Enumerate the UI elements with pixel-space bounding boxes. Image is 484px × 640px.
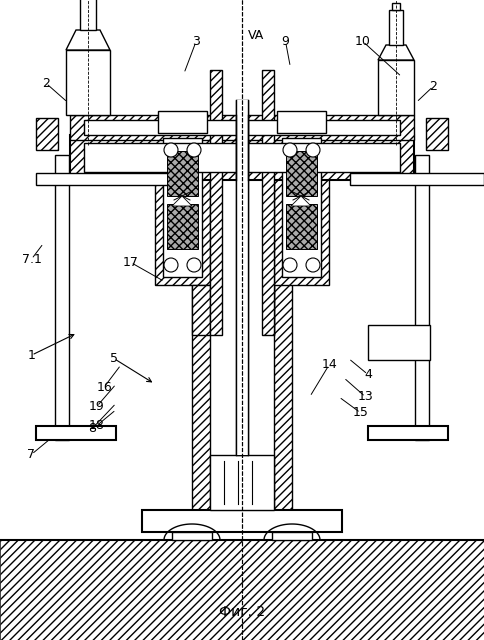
Bar — [426, 118, 448, 150]
Bar — [70, 135, 414, 180]
Circle shape — [283, 258, 297, 272]
Bar — [392, 3, 400, 10]
Bar — [36, 426, 116, 440]
Text: 19: 19 — [89, 400, 105, 413]
Text: 2: 2 — [429, 80, 437, 93]
Circle shape — [164, 143, 178, 157]
Bar — [274, 200, 292, 510]
Bar — [192, 285, 210, 335]
Text: 2: 2 — [42, 77, 50, 90]
Bar — [210, 70, 222, 335]
Bar — [210, 455, 274, 510]
Bar — [36, 118, 58, 150]
Bar — [282, 138, 321, 277]
Circle shape — [164, 258, 178, 272]
Bar — [84, 143, 400, 172]
Circle shape — [187, 258, 201, 272]
Text: 9: 9 — [282, 35, 289, 48]
Polygon shape — [172, 196, 192, 206]
Bar — [415, 155, 429, 440]
Text: 14: 14 — [321, 358, 337, 371]
Text: 15: 15 — [353, 406, 368, 419]
Circle shape — [187, 143, 201, 157]
Polygon shape — [291, 196, 311, 206]
Bar — [36, 173, 170, 185]
Bar — [84, 120, 400, 135]
Text: 16: 16 — [96, 381, 112, 394]
Polygon shape — [378, 45, 414, 60]
Text: 13: 13 — [358, 390, 373, 403]
Bar — [66, 50, 110, 115]
Bar — [155, 130, 210, 285]
Bar — [0, 540, 484, 640]
Text: 5: 5 — [110, 352, 118, 365]
Bar — [163, 138, 202, 277]
Polygon shape — [66, 30, 110, 50]
Text: 1: 1 — [28, 349, 35, 362]
Bar — [236, 100, 248, 455]
Text: 3: 3 — [192, 35, 200, 48]
Text: 18: 18 — [89, 419, 105, 432]
Text: 4: 4 — [364, 368, 372, 381]
Bar — [286, 204, 317, 249]
Text: 10: 10 — [355, 35, 371, 48]
Bar — [55, 155, 69, 440]
Bar — [350, 173, 484, 185]
Bar — [378, 60, 414, 115]
Bar — [172, 532, 212, 540]
Bar — [277, 111, 326, 133]
Bar — [262, 70, 274, 335]
Bar — [70, 115, 414, 140]
Text: 7.1: 7.1 — [21, 253, 42, 266]
Bar — [167, 204, 198, 249]
Bar — [142, 510, 342, 532]
Text: Фиг. 2: Фиг. 2 — [219, 605, 265, 619]
Circle shape — [283, 143, 297, 157]
Circle shape — [306, 258, 320, 272]
Bar — [236, 100, 248, 455]
Circle shape — [306, 143, 320, 157]
Text: 8: 8 — [88, 422, 96, 435]
Bar — [192, 200, 210, 510]
Bar — [286, 151, 317, 196]
Bar — [274, 130, 329, 285]
Bar — [80, 0, 96, 30]
Bar — [272, 532, 312, 540]
Text: 7: 7 — [28, 448, 35, 461]
Bar — [236, 115, 248, 180]
Bar — [167, 151, 198, 196]
Bar — [368, 325, 430, 360]
Bar — [158, 111, 207, 133]
Bar — [389, 10, 403, 45]
Text: VA: VA — [248, 29, 265, 42]
Bar — [368, 426, 448, 440]
Text: 17: 17 — [123, 256, 138, 269]
